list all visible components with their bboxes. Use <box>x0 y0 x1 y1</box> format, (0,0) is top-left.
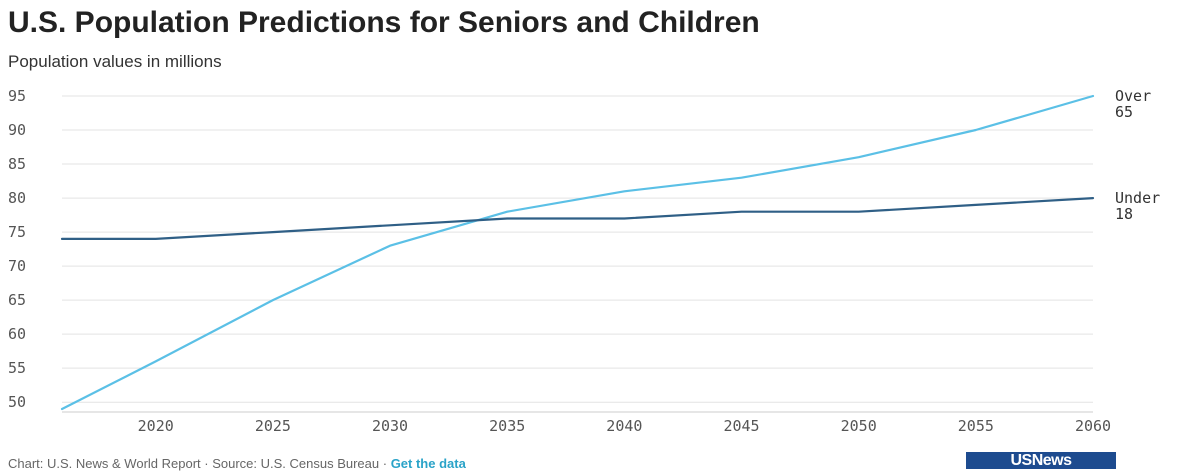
x-tick-label: 2030 <box>372 417 408 435</box>
x-tick-label: 2020 <box>138 417 174 435</box>
series-line-under-18 <box>60 197 1095 240</box>
x-tick-label: 2050 <box>841 417 877 435</box>
line-chart: 50 55 60 65 70 75 80 85 90 95 2020 2025 2030 2035 2040… <box>8 87 1160 435</box>
series-label-under-18: Under <box>1115 189 1160 207</box>
x-tick-label: 2055 <box>958 417 994 435</box>
series-label-over-65: 65 <box>1115 103 1133 121</box>
chart-footer: Chart: U.S. News & World Report · Source… <box>8 456 466 471</box>
x-tick-label: 2060 <box>1075 417 1111 435</box>
usnews-logo: USNews <box>966 452 1116 469</box>
y-tick-label: 80 <box>8 189 26 207</box>
x-tick-label: 2025 <box>255 417 291 435</box>
series-label-under-18: 18 <box>1115 205 1133 223</box>
y-tick-label: 50 <box>8 393 26 411</box>
y-tick-label: 70 <box>8 257 26 275</box>
y-tick-label: 95 <box>8 87 26 105</box>
x-tick-label: 2045 <box>723 417 759 435</box>
series-label-over-65: Over <box>1115 87 1151 105</box>
y-tick-label: 90 <box>8 121 26 139</box>
y-tick-label: 75 <box>8 223 26 241</box>
x-tick-label: 2040 <box>606 417 642 435</box>
y-tick-label: 55 <box>8 359 26 377</box>
series-line-over-65 <box>60 94 1095 411</box>
source-credit: Chart: U.S. News & World Report · Source… <box>8 456 391 471</box>
chart-subtitle: Population values in millions <box>8 52 222 71</box>
chart-title: U.S. Population Predictions for Seniors … <box>8 6 760 39</box>
y-tick-label: 60 <box>8 325 26 343</box>
y-tick-label: 65 <box>8 291 26 309</box>
y-tick-label: 85 <box>8 155 26 173</box>
get-the-data-link[interactable]: Get the data <box>390 456 466 471</box>
x-tick-label: 2035 <box>489 417 525 435</box>
